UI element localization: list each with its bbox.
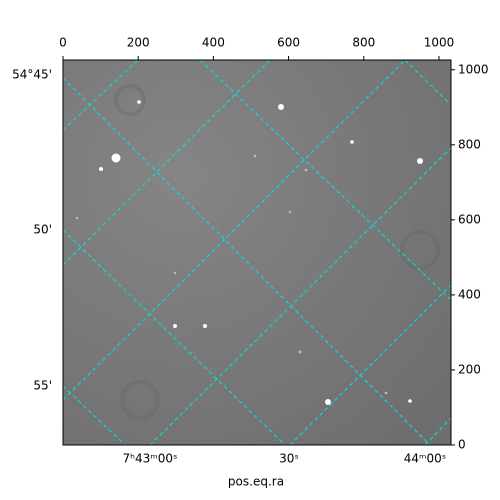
dec-tick-label: 50' [33, 223, 52, 237]
x-axis-label: pos.eq.ra [228, 475, 284, 489]
axes-frame [62, 59, 452, 446]
y-tick-label: 1000 [458, 62, 489, 76]
x-tick-label: 1000 [424, 36, 455, 50]
ra-tick-label: 7ʰ43ᵐ00ˢ [123, 452, 178, 466]
image [63, 60, 451, 445]
ra-tick-label: 44ᵐ00ˢ [404, 452, 447, 466]
x-tick-label: 600 [277, 36, 300, 50]
x-tick-label: 200 [127, 36, 150, 50]
y-tick-label: 800 [458, 137, 481, 151]
dec-tick-label: 55' [33, 379, 52, 393]
y-tick-label: 200 [458, 362, 481, 376]
ra-tick-label: 30ˢ [279, 452, 299, 466]
y-tick-label: 0 [458, 438, 466, 452]
x-tick-label: 400 [202, 36, 225, 50]
y-tick-label: 400 [458, 287, 481, 301]
x-tick-label: 800 [352, 36, 375, 50]
dec-tick-label: 54°45' [12, 68, 52, 82]
y-tick-label: 600 [458, 212, 481, 226]
coordinate-grid [63, 60, 451, 445]
x-tick-label: 0 [59, 36, 67, 50]
